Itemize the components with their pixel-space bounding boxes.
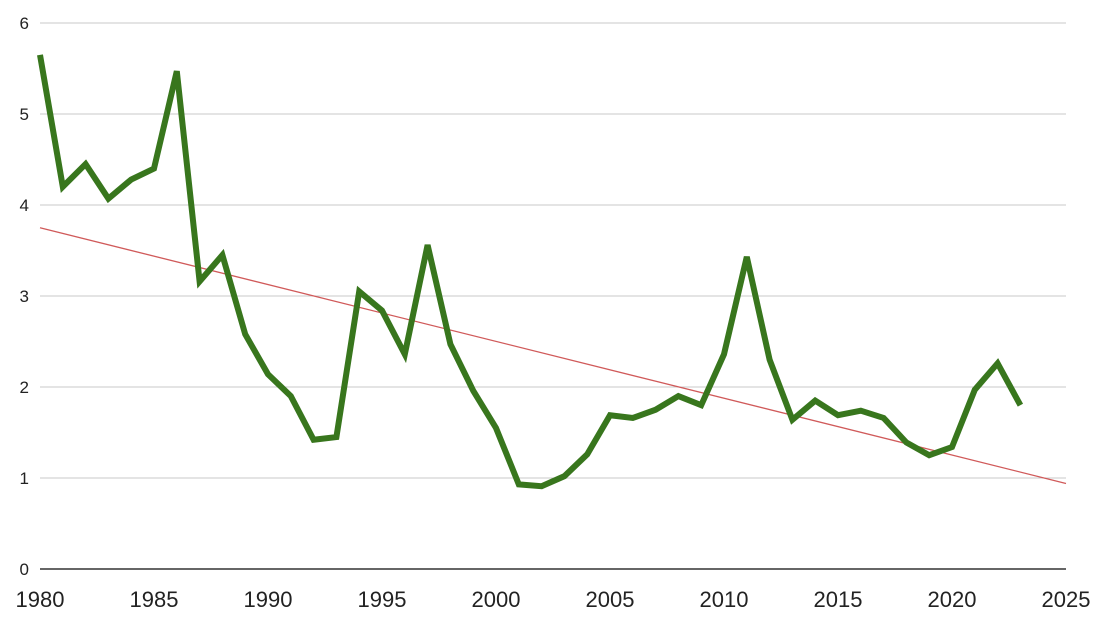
x-tick-label: 2015 [814, 587, 863, 612]
x-tick-label: 2005 [586, 587, 635, 612]
x-tick-label: 1980 [16, 587, 65, 612]
y-tick-label: 1 [20, 469, 29, 488]
y-axis-tick-labels: 0 1 2 3 4 5 6 [20, 14, 29, 579]
y-tick-label: 3 [20, 287, 29, 306]
y-tick-label: 5 [20, 105, 29, 124]
y-tick-label: 4 [20, 196, 29, 215]
x-tick-label: 2010 [700, 587, 749, 612]
x-tick-label: 2025 [1042, 587, 1091, 612]
gridlines [40, 22, 1066, 479]
data-series-line [37, 54, 1024, 490]
x-tick-label: 2020 [928, 587, 977, 612]
x-tick-label: 1985 [130, 587, 179, 612]
y-tick-label: 6 [20, 14, 29, 33]
y-tick-label: 2 [20, 378, 29, 397]
y-tick-label: 0 [20, 560, 29, 579]
x-axis-tick-labels: 1980 1985 1990 1995 2000 2005 2010 2015 2020 2025 [16, 587, 1091, 612]
x-tick-label: 1990 [244, 587, 293, 612]
x-tick-label: 2000 [472, 587, 521, 612]
x-tick-label: 1995 [358, 587, 407, 612]
